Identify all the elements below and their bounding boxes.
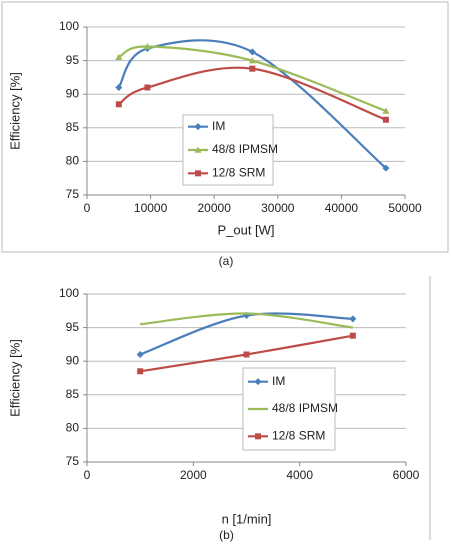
x-tick-label: 4000	[286, 468, 313, 482]
y-tick-label: 90	[66, 86, 80, 100]
legend-label: 12/8 SRM	[272, 429, 325, 443]
x-tick-label: 40000	[325, 201, 359, 215]
legend-label: IM	[212, 119, 225, 133]
x-tick-label: 30000	[261, 201, 295, 215]
y-tick-label: 85	[66, 120, 80, 134]
y-axis-title: Efficiency [%]	[7, 72, 22, 150]
legend-marker	[194, 123, 202, 131]
marker	[349, 332, 356, 339]
y-tick-label: 75	[66, 187, 80, 201]
marker	[382, 107, 390, 114]
caption: (a)	[219, 254, 234, 268]
legend-marker	[254, 378, 262, 386]
series-line	[140, 312, 353, 329]
y-tick-label: 100	[59, 19, 79, 33]
marker	[249, 65, 256, 72]
legend-label: IM	[272, 374, 285, 388]
legend-label: 48/8 IPMSM	[272, 401, 338, 415]
x-tick-label: 0	[84, 201, 91, 215]
series-line	[117, 39, 387, 169]
marker	[243, 351, 250, 358]
y-tick-label: 100	[59, 286, 79, 300]
x-tick-label: 50000	[388, 201, 422, 215]
chart-frame	[1, 1, 449, 253]
marker	[144, 84, 151, 91]
marker	[248, 48, 256, 56]
x-tick-label: 0	[84, 468, 91, 482]
x-tick-label: 6000	[393, 468, 420, 482]
y-tick-label: 80	[66, 421, 80, 435]
marker	[137, 368, 144, 375]
y-tick-label: 95	[66, 320, 80, 334]
series-line	[118, 45, 387, 113]
marker	[115, 101, 122, 108]
caption: (b)	[219, 528, 234, 542]
y-tick-label: 75	[66, 454, 80, 468]
y-tick-label: 95	[66, 53, 80, 67]
y-axis-title: Efficiency [%]	[7, 339, 22, 417]
marker	[136, 350, 144, 358]
marker	[115, 53, 123, 61]
marker	[349, 315, 357, 323]
marker	[382, 164, 390, 172]
x-axis-title: P_out [W]	[217, 222, 274, 237]
x-tick-label: 20000	[198, 201, 232, 215]
legend-marker	[255, 433, 261, 440]
marker	[143, 42, 151, 50]
legend-marker	[194, 146, 202, 153]
legend-label: 48/8 IPMSM	[212, 142, 278, 156]
x-axis-title: n [1/min]	[222, 511, 272, 526]
legend-label: 12/8 SRM	[212, 166, 265, 180]
marker	[382, 116, 389, 123]
y-tick-label: 90	[66, 353, 80, 367]
legend-marker	[195, 170, 201, 177]
x-tick-label: 10000	[134, 201, 168, 215]
x-tick-label: 2000	[180, 468, 207, 482]
series-line	[118, 66, 387, 121]
y-tick-label: 80	[66, 154, 80, 168]
marker	[115, 83, 123, 91]
marker	[248, 57, 256, 64]
y-tick-label: 85	[66, 387, 80, 401]
